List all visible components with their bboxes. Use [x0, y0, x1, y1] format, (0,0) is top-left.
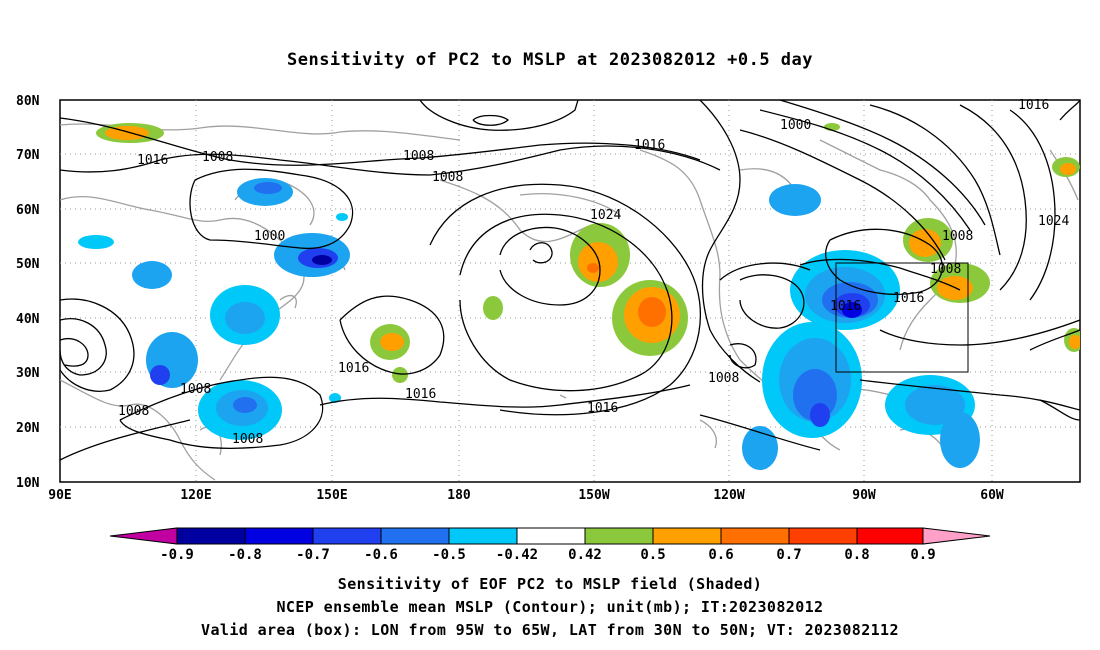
colorbar-swatch [584, 527, 654, 545]
lon-label: 90W [852, 488, 876, 503]
contour-label: 1016 [634, 138, 665, 153]
mslp-contours [60, 100, 1080, 461]
contour-label: 1024 [590, 208, 621, 223]
contour-label: 1016 [137, 153, 168, 168]
colorbar-label: -0.6 [364, 547, 398, 563]
valid-area-box [835, 262, 969, 373]
caption-line-3: Valid area (box): LON from 95W to 65W, L… [201, 621, 899, 639]
colorbar-swatch [380, 527, 450, 545]
lat-label: 50N [16, 257, 40, 272]
contour-label: 1016 [1018, 98, 1049, 113]
colorbar-high-arrow [922, 527, 991, 545]
lon-label: 90E [48, 488, 71, 503]
colorbar-label: 0.6 [708, 547, 733, 563]
lon-label: 150W [578, 488, 609, 503]
contour-label: 1016 [893, 291, 924, 306]
lon-label: 120E [180, 488, 211, 503]
colorbar-label: 0.42 [568, 547, 602, 563]
colorbar-swatch [312, 527, 382, 545]
lat-label: 70N [16, 148, 40, 163]
caption-line-2: NCEP ensemble mean MSLP (Contour); unit(… [276, 598, 824, 616]
colorbar-label: -0.42 [496, 547, 538, 563]
lon-label: 150E [316, 488, 347, 503]
contour-labels: 1016 1008 1008 1008 1016 1024 1000 1016 … [118, 98, 1069, 447]
colorbar-label: -0.9 [160, 547, 194, 563]
contour-label: 1008 [942, 229, 973, 244]
colorbar-swatch [448, 527, 518, 545]
contour-label: 1024 [1038, 214, 1069, 229]
contour-label: 1016 [830, 299, 861, 314]
colorbar-label: 0.7 [776, 547, 801, 563]
colorbar-swatch [788, 527, 858, 545]
contour-label: 1008 [403, 149, 434, 164]
contour-label: 1008 [432, 170, 463, 185]
contour-label: 1008 [118, 404, 149, 419]
contour-label: 1000 [780, 118, 811, 133]
contour-label: 1016 [587, 401, 618, 416]
lat-labels: 80N 70N 60N 50N 40N 30N 20N 10N [16, 94, 40, 491]
colorbar-swatch [244, 527, 314, 545]
contour-label: 1016 [405, 387, 436, 402]
colorbar-label: 0.8 [844, 547, 869, 563]
lat-label: 10N [16, 476, 40, 491]
lon-label: 60W [980, 488, 1004, 503]
lat-label: 80N [16, 94, 40, 109]
lat-label: 20N [16, 421, 40, 436]
lat-label: 40N [16, 312, 40, 327]
contour-label: 1008 [708, 371, 739, 386]
colorbar-label: -0.5 [432, 547, 466, 563]
caption-line-1: Sensitivity of EOF PC2 to MSLP field (Sh… [337, 575, 763, 593]
colorbar-label: -0.8 [228, 547, 262, 563]
colorbar-swatch [516, 527, 586, 545]
contour-label: 1016 [338, 361, 369, 376]
colorbar-label: -0.7 [296, 547, 330, 563]
lat-label: 60N [16, 203, 40, 218]
colorbar-swatch [856, 527, 924, 545]
colorbar-swatch [176, 527, 246, 545]
lat-label: 30N [16, 366, 40, 381]
sensitivity-shading [78, 123, 1080, 470]
map-title: Sensitivity of PC2 to MSLP at 2023082012… [286, 50, 813, 70]
lon-label: 120W [713, 488, 744, 503]
contour-label: 1008 [232, 432, 263, 447]
colorbar-low-arrow [109, 527, 178, 545]
lon-labels: 90E 120E 150E 180 150W 120W 90W 60W [48, 488, 1004, 503]
contour-label: 1008 [180, 382, 211, 397]
contour-label: 1008 [930, 262, 961, 277]
colorbar-swatch [720, 527, 790, 545]
lon-label: 180 [447, 488, 471, 503]
colorbar-swatch [652, 527, 722, 545]
contour-label: 1008 [202, 150, 233, 165]
colorbar-label: 0.5 [640, 547, 665, 563]
colorbar: -0.9 -0.8 -0.7 -0.6 -0.5 -0.42 0.42 0.5 … [109, 527, 991, 563]
contour-label: 1000 [254, 229, 285, 244]
colorbar-label: 0.9 [910, 547, 935, 563]
